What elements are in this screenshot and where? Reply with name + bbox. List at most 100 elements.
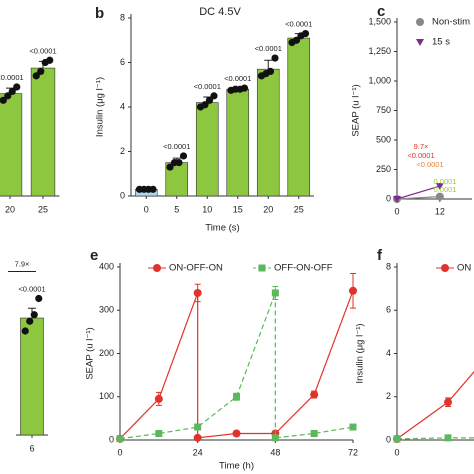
marker <box>232 429 241 438</box>
y-tick-label: 2 <box>120 146 125 156</box>
y-tick-label: 6 <box>386 305 391 315</box>
p-value: <0.0001 <box>29 46 56 55</box>
legend-marker <box>441 264 449 272</box>
data-point <box>0 96 7 104</box>
x-tick-label: 6 <box>29 443 34 453</box>
marker <box>154 394 163 403</box>
panel: 6 <0.0001 7.9× <box>8 259 48 453</box>
marker <box>193 288 202 297</box>
x-tick-label: 0 <box>394 206 399 216</box>
marker <box>193 433 202 442</box>
data-point <box>266 67 275 75</box>
legend-label: 15 s <box>432 37 450 48</box>
x-tick-label: 0 <box>144 204 149 214</box>
data-point <box>149 185 157 193</box>
y-tick-label: 0 <box>120 190 125 200</box>
x-axis-label: Time (h) <box>219 461 254 472</box>
legend-marker <box>416 39 424 46</box>
x-axis-label: Time (s) <box>205 223 239 234</box>
series-line <box>119 292 354 440</box>
panel: e SEAP (u l⁻¹) Time (h) 0 100 200 300 400 0 24 48 7… <box>85 247 358 472</box>
x-tick-label: 12 <box>435 206 445 216</box>
data-point <box>30 311 38 319</box>
y-tick-label: 8 <box>120 12 125 22</box>
x-tick-label: 20 <box>5 204 15 214</box>
y-tick-label: 200 <box>99 348 114 358</box>
x-tick-label: 25 <box>294 204 304 214</box>
p-value: <0.0001 <box>0 73 24 82</box>
y-tick-label: 0 <box>386 434 391 444</box>
y-tick-label: 4 <box>120 101 125 111</box>
p-value: <0.0001 <box>194 82 221 91</box>
y-axis-label: SEAP (u l⁻¹) <box>85 327 96 379</box>
x-tick-label: 10 <box>202 204 212 214</box>
data-point <box>35 294 43 303</box>
x-tick-label: 15 <box>233 204 243 214</box>
y-tick-label: 2 <box>386 391 391 401</box>
chart-title: DC 4.5V <box>199 6 241 18</box>
annotation: 0.0001 <box>434 177 457 186</box>
data-point <box>179 152 188 160</box>
panel-label: c <box>377 3 385 20</box>
data-point <box>301 29 310 38</box>
legend-label: Non-stim <box>432 17 470 28</box>
series-line <box>396 370 474 440</box>
data-point <box>205 96 214 104</box>
data-point <box>240 84 249 92</box>
data-point <box>271 54 279 62</box>
data-point <box>201 101 209 109</box>
legend-label: OFF-ON-OFF <box>274 263 333 274</box>
data-point <box>32 72 40 80</box>
marker <box>271 434 279 442</box>
annotation: 0.0001 <box>434 185 457 194</box>
series-line <box>396 196 440 200</box>
panel-label: b <box>95 5 104 22</box>
y-tick-label: 500 <box>376 134 391 144</box>
data-point <box>166 163 174 171</box>
marker <box>444 398 452 407</box>
y-tick-label: 0 <box>386 193 391 203</box>
legend-marker <box>258 264 266 272</box>
data-point <box>8 87 16 96</box>
series-line <box>396 185 441 200</box>
y-tick-label: 6 <box>120 57 125 67</box>
data-point <box>46 56 54 64</box>
legend-label: ON-OFF-ON <box>169 263 223 274</box>
marker <box>435 183 444 191</box>
y-tick-label: 1,250 <box>368 46 391 56</box>
panel-label: e <box>90 247 98 264</box>
data-point <box>26 317 34 325</box>
annotation: <0.0001 <box>416 160 443 169</box>
y-tick-label: 1,500 <box>368 16 391 26</box>
y-tick-label: 100 <box>99 391 114 401</box>
bar <box>256 68 280 197</box>
y-tick-label: 0 <box>109 434 114 444</box>
panel: b DC 4.5V Insulin (μg l⁻¹) Time (s) 0 2 4 6 8 0 5 <… <box>95 5 314 234</box>
x-tick-label: 0 <box>117 447 122 457</box>
legend-marker <box>153 264 161 272</box>
p-value: <0.0001 <box>255 44 282 53</box>
panel: 20 <0.0001 25 <0.0001 <box>0 46 60 214</box>
marker <box>444 434 452 442</box>
marker <box>155 430 163 438</box>
x-tick-label: 24 <box>193 447 203 457</box>
y-tick-label: 300 <box>99 305 114 315</box>
data-point <box>4 92 12 100</box>
legend-label: ON <box>457 263 471 274</box>
data-point <box>37 67 45 75</box>
y-tick-label: 4 <box>386 348 391 358</box>
marker <box>393 435 401 443</box>
annotation: 9.7× <box>414 142 429 151</box>
panel-label: f <box>377 247 383 264</box>
marker <box>194 423 202 431</box>
marker <box>435 192 444 201</box>
marker <box>233 393 240 401</box>
panel: c SEAP (u l⁻¹) 0 250 500 750 1,000 1,250 1,500 0 1… <box>351 3 472 216</box>
y-axis-label: Insulin (μg l⁻¹) <box>355 323 366 383</box>
data-point <box>292 36 301 44</box>
p-value: <0.0001 <box>285 20 312 29</box>
panel: f Insulin (μg l⁻¹) 0 2 4 6 8 0 ON <box>355 247 474 457</box>
p-value: <0.0001 <box>18 284 45 293</box>
x-tick-label: 48 <box>270 447 280 457</box>
